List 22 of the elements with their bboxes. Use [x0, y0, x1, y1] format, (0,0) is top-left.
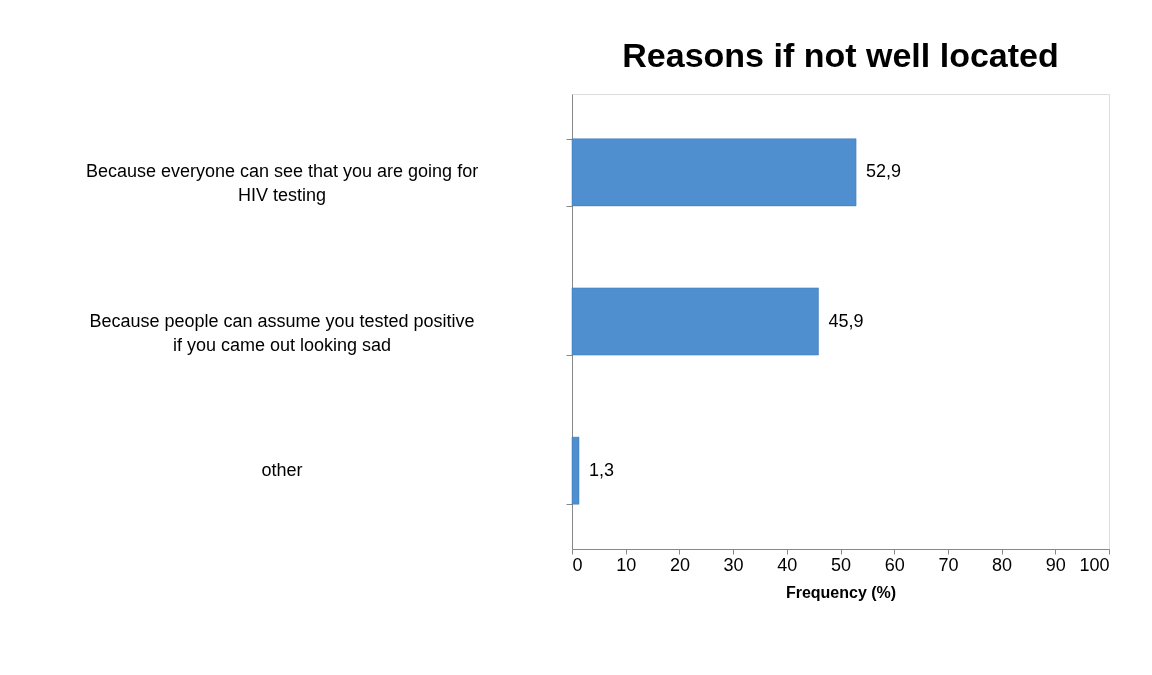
- data-label: 45,9: [828, 310, 864, 331]
- y-tick-label: other: [261, 459, 303, 480]
- data-label: 1,3: [588, 459, 615, 480]
- x-tick-label: 60: [884, 554, 905, 575]
- x-tick-label: 0: [572, 554, 583, 575]
- data-label: 52,9: [866, 161, 902, 182]
- x-tick-label: 20: [669, 554, 690, 575]
- x-tick-label: 10: [616, 554, 637, 575]
- y-tick-label: Because everyone can see that you are going for HIV testing: [85, 161, 479, 206]
- x-tick-label: 30: [723, 554, 744, 575]
- x-axis-title: Frequency (%): [785, 583, 897, 601]
- bar: [571, 436, 580, 505]
- chart-title: Reasons if not well located: [622, 36, 1059, 74]
- y-tick-label: Because people can assume you tested positive if you came out looking sad: [89, 310, 475, 355]
- x-tick-label: 70: [938, 554, 959, 575]
- x-tick-label: 80: [992, 554, 1013, 575]
- bar: [571, 138, 857, 207]
- x-tick-label: 100: [1079, 554, 1110, 575]
- x-tick-label: 90: [1045, 554, 1066, 575]
- bar: [571, 287, 819, 356]
- x-tick-label: 40: [777, 554, 798, 575]
- x-tick-label: 50: [830, 554, 852, 575]
